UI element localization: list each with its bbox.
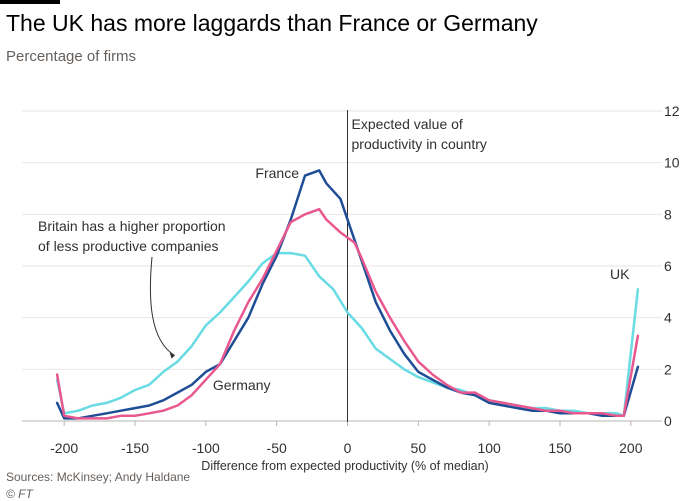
x-tick-label: 150 [548, 440, 572, 456]
expected-value-annotation: productivity in country [352, 136, 487, 152]
source-note: Sources: McKinsey; Andy Haldane [6, 470, 191, 484]
y-tick-label: 6 [664, 258, 672, 274]
y-tick-label: 10 [664, 155, 680, 171]
y-tick-label: 12 [664, 103, 680, 119]
ft-credit: © FT [6, 487, 33, 501]
x-axis-ticks: -200 -150 -100 -50 0 50 100 150 200 [50, 421, 643, 456]
ft-top-bar [0, 0, 60, 4]
series-label-france: France [255, 165, 299, 181]
x-tick-label: 0 [344, 440, 352, 456]
annotation-arrowhead [169, 352, 175, 359]
y-tick-label: 0 [664, 413, 672, 429]
x-tick-label: -100 [192, 440, 220, 456]
series-labels: France Germany UK [213, 165, 630, 393]
series-label-uk: UK [610, 266, 630, 282]
gridlines [22, 110, 662, 422]
x-tick-label: -50 [267, 440, 287, 456]
chart-title: The UK has more laggards than France or … [6, 10, 538, 36]
x-tick-label: 100 [477, 440, 501, 456]
chart-subtitle: Percentage of firms [6, 48, 137, 65]
x-tick-label: -150 [121, 440, 149, 456]
y-tick-label: 4 [664, 310, 672, 326]
x-tick-label: 50 [411, 440, 427, 456]
y-tick-label: 8 [664, 206, 672, 222]
annotations: Expected value of productivity in country… [38, 116, 487, 359]
expected-value-annotation: Expected value of [352, 116, 463, 132]
x-tick-label: -200 [50, 440, 78, 456]
series-line-uk [55, 251, 640, 418]
y-tick-label: 2 [664, 361, 672, 377]
annotation-arrow [149, 256, 175, 357]
series-line-germany [55, 207, 640, 420]
x-tick-label: 200 [619, 440, 643, 456]
series-label-germany: Germany [213, 377, 271, 393]
y-axis-ticks: 0 2 4 6 8 10 12 [664, 103, 680, 429]
series-lines [55, 169, 640, 420]
britain-annotation: Britain has a higher proportion [38, 218, 226, 234]
x-axis-label: Difference from expected productivity (%… [201, 459, 488, 473]
britain-annotation: of less productive companies [38, 238, 219, 254]
